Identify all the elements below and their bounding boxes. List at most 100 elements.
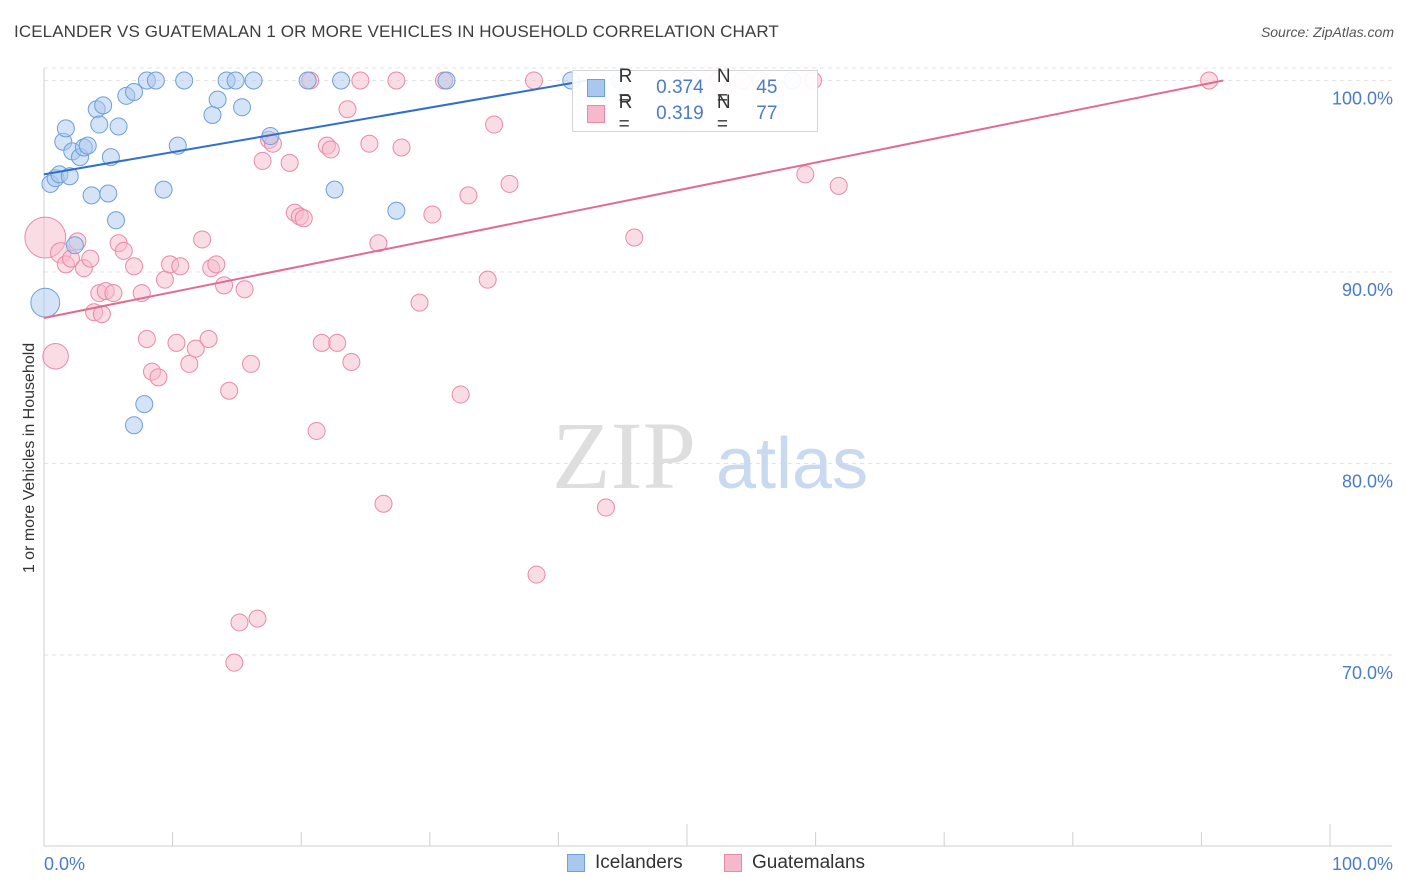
icelander-point (298, 71, 317, 90)
guatemalan-point (423, 205, 442, 224)
guatemalan-point (1200, 71, 1219, 90)
guatemalans-swatch (587, 105, 605, 123)
guatemalan-point (230, 613, 249, 632)
icelander-point (203, 105, 222, 124)
x-tick-label-max: 100.0% (1332, 854, 1393, 874)
guatemalan-point (338, 100, 357, 119)
icelander-point (60, 167, 79, 186)
guatemalan-point (500, 174, 519, 193)
icelander-point (107, 211, 126, 230)
icelander-point (82, 186, 101, 205)
y-tick-label: 90.0% (1342, 280, 1393, 300)
guatemalan-point (248, 609, 267, 628)
icelander-point (65, 236, 84, 255)
guatemalan-point (307, 421, 326, 440)
watermark-zip: ZIP (552, 402, 696, 509)
guatemalan-point (374, 494, 393, 513)
data-points (24, 71, 1219, 672)
y-tick-label: 70.0% (1342, 663, 1393, 683)
y-axis-label: 1 or more Vehicles in Household (21, 343, 38, 573)
guatemalan-point (114, 241, 133, 260)
guatemalan-point (242, 354, 261, 373)
guatemalan-point (186, 339, 205, 358)
icelander-point (135, 395, 154, 414)
y-tick-labels: 100.0% 90.0% 80.0% 70.0% (1332, 89, 1393, 684)
n-value: 45 (756, 77, 778, 98)
legend-row-icelanders: R = 0.374 N = 45 (587, 66, 817, 109)
icelander-point (244, 71, 263, 90)
guatemalan-point (81, 249, 100, 268)
r-label: R = (618, 66, 633, 109)
guatemalan-point (387, 71, 406, 90)
r-label: R = (618, 92, 633, 135)
icelander-point (94, 96, 113, 115)
guatemalans-legend-label: Guatemalans (752, 852, 866, 873)
icelander-point (332, 71, 351, 90)
guatemalan-point (155, 270, 174, 289)
guatemalan-point (596, 498, 615, 517)
guatemalan-point (478, 270, 497, 289)
legend-item-guatemalans[interactable]: Guatemalans (724, 852, 865, 874)
series-legend: Icelanders Guatemalans (0, 852, 1406, 878)
icelander-point (125, 416, 144, 435)
guatemalans-legend-swatch (724, 854, 742, 872)
icelander-point (154, 180, 173, 199)
guatemalan-point (294, 209, 313, 228)
guatemalan-point (199, 330, 218, 349)
icelander-point (387, 201, 406, 220)
watermark: ZIP atlas (552, 402, 868, 509)
icelander-point (233, 98, 252, 117)
icelander-point (226, 71, 245, 90)
guatemalan-point (342, 353, 361, 372)
guatemalan-point (167, 333, 186, 352)
guatemalan-point (180, 354, 199, 373)
icelander-point (90, 115, 109, 134)
guatemalan-point (193, 230, 212, 249)
source-label: Source: ZipAtlas.com (1260, 24, 1394, 40)
guatemalan-point (149, 368, 168, 387)
guatemalan-point (321, 140, 340, 159)
x-tick-labels: 0.0% 100.0% (44, 854, 1393, 874)
guatemalan-point (328, 333, 347, 352)
guatemalan-point (125, 257, 144, 276)
guatemalan-point (527, 565, 546, 584)
guatemalan-point (225, 653, 244, 672)
n-label: N = (716, 92, 731, 135)
guatemalan-point (392, 138, 411, 157)
guatemalan-point (137, 330, 156, 349)
icelander-point (109, 117, 128, 136)
icelander-point (208, 90, 227, 109)
r-value: 0.374 (656, 77, 704, 98)
icelanders-swatch (587, 79, 605, 97)
icelander-point (99, 184, 118, 203)
guatemalan-point (104, 284, 123, 303)
guatemalan-point (207, 255, 226, 274)
icelander-point (78, 136, 97, 155)
x-tick-label-min: 0.0% (44, 854, 85, 874)
n-value: 77 (756, 103, 778, 124)
icelander-point (437, 71, 456, 90)
guatemalan-point (171, 257, 190, 276)
y-tick-label: 100.0% (1332, 89, 1393, 109)
guatemalan-point (625, 228, 644, 247)
y-tick-label: 80.0% (1342, 472, 1393, 492)
icelander-point (56, 119, 75, 138)
guatemalan-point (410, 293, 429, 312)
icelander-point (30, 287, 61, 318)
legend-item-icelanders[interactable]: Icelanders (567, 852, 683, 874)
guatemalans-trend-line (43, 79, 1224, 319)
guatemalan-point (459, 186, 478, 205)
guatemalan-point (351, 71, 370, 90)
legend-row-guatemalans: R = 0.319 N = 77 (587, 92, 817, 135)
guatemalan-point (524, 71, 543, 90)
icelander-point (125, 82, 144, 101)
guatemalan-point (796, 165, 815, 184)
r-value: 0.319 (656, 103, 704, 124)
guatemalan-point (280, 153, 299, 172)
chart-title: ICELANDER VS GUATEMALAN 1 OR MORE VEHICL… (14, 22, 779, 41)
icelander-point (325, 180, 344, 199)
icelanders-legend-swatch (567, 854, 585, 872)
stats-legend: R = 0.374 N = 45 R = 0.319 N = 77 (572, 66, 818, 135)
watermark-atlas: atlas (716, 424, 868, 504)
